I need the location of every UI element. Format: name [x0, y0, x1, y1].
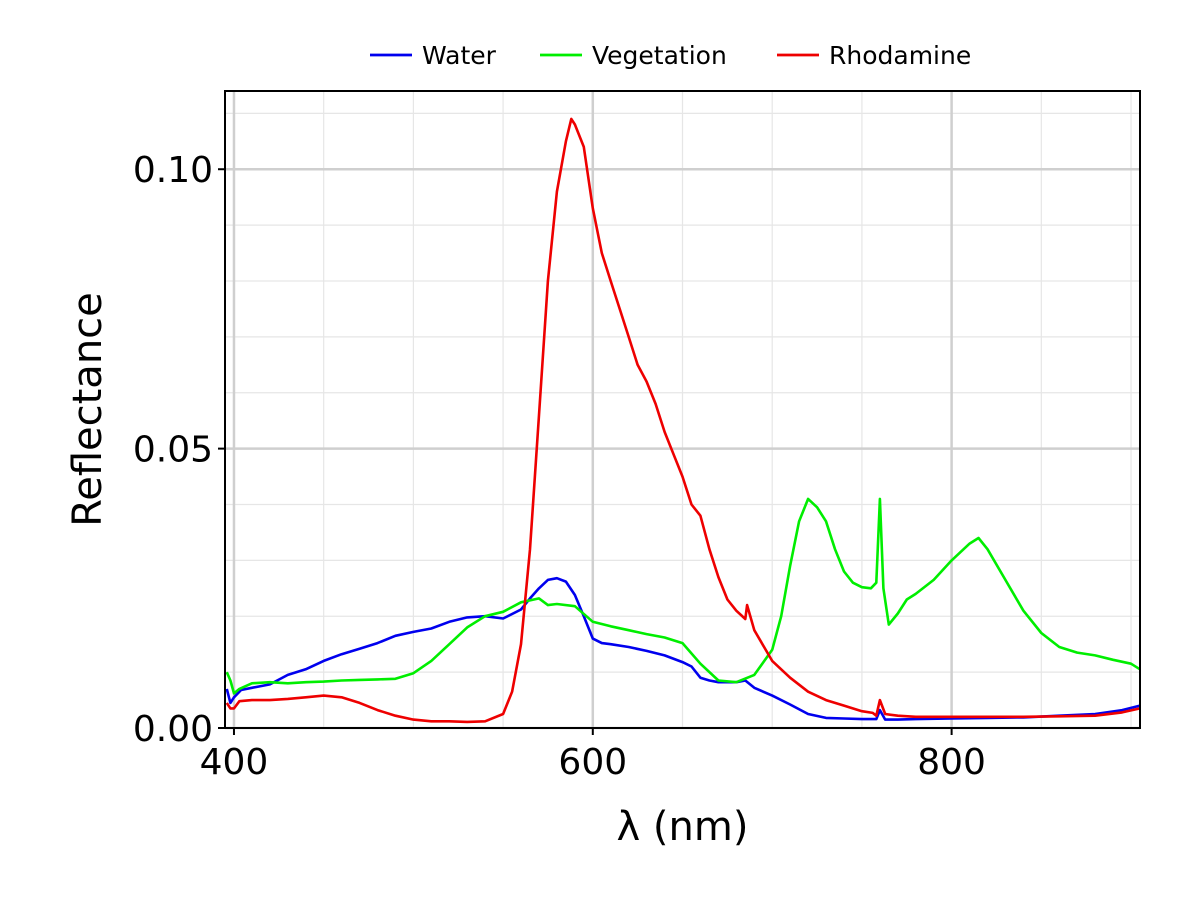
- series-line-rhodamine: [225, 117, 1141, 724]
- chart-legend: Water Vegetation Rhodamine: [370, 41, 971, 70]
- y-axis-title: Reflectance: [65, 292, 111, 527]
- minor-gridlines: [225, 91, 1140, 728]
- legend-label: Vegetation: [592, 41, 727, 70]
- y-axis-ticks: 0.00 0.05 0.10: [133, 150, 225, 750]
- legend-item-vegetation: Vegetation: [540, 41, 727, 70]
- series-lines: [225, 117, 1141, 724]
- legend-item-rhodamine: Rhodamine: [777, 41, 971, 70]
- x-axis-ticks: 400 600 800: [200, 728, 986, 783]
- y-tick-label: 0.05: [133, 430, 213, 471]
- y-tick-label: 0.00: [133, 709, 213, 750]
- x-axis-title: λ (nm): [617, 804, 749, 850]
- x-tick-label: 600: [558, 742, 627, 783]
- x-tick-label: 400: [200, 742, 269, 783]
- x-tick-label: 800: [917, 742, 986, 783]
- y-tick-label: 0.10: [133, 150, 213, 191]
- series-line-vegetation: [225, 497, 1141, 695]
- legend-item-water: Water: [370, 41, 497, 70]
- plot-frame: [224, 90, 1141, 729]
- legend-label: Rhodamine: [829, 41, 971, 70]
- series-line-water: [225, 576, 1141, 721]
- legend-label: Water: [422, 41, 497, 70]
